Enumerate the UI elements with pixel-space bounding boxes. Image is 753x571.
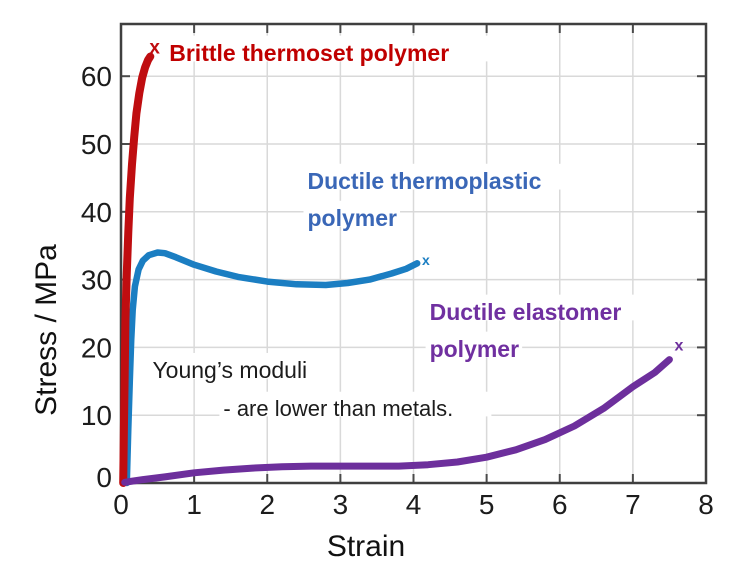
ductile-elastomer-label-bg: [425, 331, 523, 358]
y-tick-labels: 0 10 20 30 40 50 60: [81, 61, 112, 493]
x-tick-label-0: 0: [113, 489, 129, 520]
curve-brittle-thermoset-polymer: [119, 52, 155, 487]
ductile-elastomer-label: Ductile elastomer polymer: [425, 294, 649, 362]
youngs-moduli-note-2: - are lower than metals.: [219, 391, 492, 421]
x-tick-labels: 0 1 2 3 4 5 6 7 8: [113, 489, 714, 520]
annotations: Brittle thermoset polymer Ductile thermop…: [148, 35, 649, 421]
x-tick-label-2: 2: [259, 489, 275, 520]
youngs-moduli-note-1: Young’s moduli: [148, 352, 318, 383]
brittle-thermoset-label-line-1: Brittle thermoset polymer: [169, 40, 449, 66]
x-tick-label-6: 6: [552, 489, 568, 520]
ductile-elastomer-label-bg: [425, 294, 649, 321]
ductile-elastomer-label-line-2: polymer: [430, 336, 520, 362]
curve-ductile-thermoplastic-polymer: [123, 249, 421, 487]
youngs-moduli-note-2-bg: [219, 391, 492, 417]
fracture-marker-ductile-elastomer-polymer: x: [674, 337, 683, 354]
x-tick-label-4: 4: [406, 489, 422, 520]
fracture-marker-brittle-thermoset-polymer: x: [149, 38, 160, 59]
y-tick-label-20: 20: [81, 332, 112, 363]
x-tick-label-3: 3: [333, 489, 349, 520]
x-axis-title: Strain: [326, 530, 406, 563]
x-tick-label-1: 1: [186, 489, 202, 520]
youngs-moduli-note-1-line-1: Young’s moduli: [152, 357, 307, 383]
y-tick-label-0: 0: [96, 462, 112, 493]
ductile-elastomer-label-line-1: Ductile elastomer: [430, 299, 622, 325]
x-tick-label-5: 5: [479, 489, 495, 520]
youngs-moduli-note-1-bg: [148, 352, 318, 379]
ductile-thermoplastic-label-line-2: polymer: [307, 205, 397, 231]
ductile-thermoplastic-label-line-1: Ductile thermoplastic: [307, 168, 541, 194]
y-tick-label-10: 10: [81, 400, 112, 431]
ductile-thermoplastic-label-bg: [303, 163, 578, 190]
ductile-thermoplastic-label: Ductile thermoplastic polymer: [303, 163, 578, 231]
brittle-thermoset-label-bg: [165, 35, 490, 62]
x-tick-label-7: 7: [625, 489, 641, 520]
y-axis-title: Stress / MPa: [30, 244, 63, 416]
y-tick-label-40: 40: [81, 197, 112, 228]
fracture-markers: x x x: [149, 38, 683, 355]
youngs-moduli-note-2-line-1: - are lower than metals.: [223, 396, 453, 421]
gridlines: [121, 24, 706, 483]
curves: [119, 52, 673, 487]
x-tick-label-8: 8: [698, 489, 714, 520]
y-tick-label-50: 50: [81, 129, 112, 160]
y-tick-label-60: 60: [81, 61, 112, 92]
axis-border: [119, 22, 708, 485]
brittle-thermoset-label: Brittle thermoset polymer: [165, 35, 490, 66]
ductile-thermoplastic-label-bg: [303, 200, 401, 227]
curve-ductile-elastomer-polymer: [121, 356, 673, 486]
y-tick-label-30: 30: [81, 265, 112, 296]
fracture-marker-ductile-thermoplastic-polymer: x: [422, 252, 430, 268]
